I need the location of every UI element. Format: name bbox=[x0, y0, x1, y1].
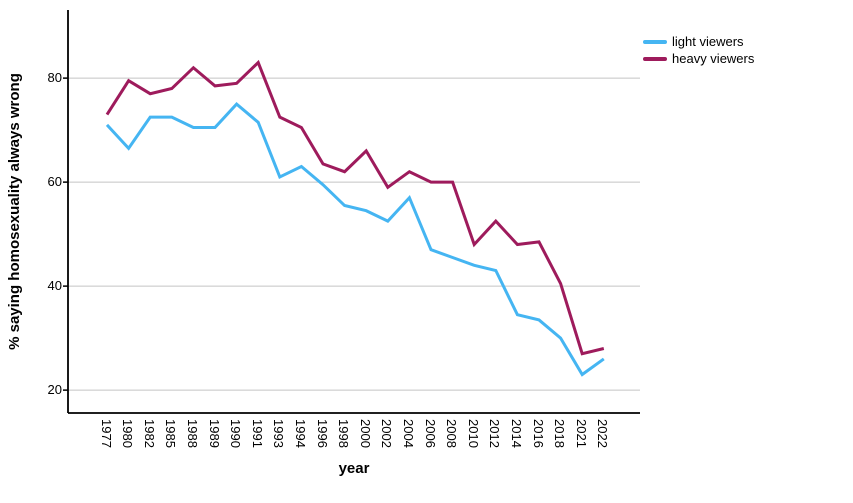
x-tick-label: 1993 bbox=[271, 419, 287, 448]
x-tick-label: 2006 bbox=[422, 419, 438, 448]
y-tick-label: 80 bbox=[47, 70, 62, 86]
x-tick-label: 1998 bbox=[336, 419, 352, 448]
x-tick-label: 2014 bbox=[508, 419, 524, 448]
x-tick-label: 1977 bbox=[98, 419, 114, 448]
legend-item-light-viewers: light viewers bbox=[643, 33, 754, 50]
series-line-light-viewers bbox=[105, 102, 605, 377]
legend-label-heavy-viewers: heavy viewers bbox=[672, 51, 755, 66]
x-tick-label: 2004 bbox=[400, 419, 416, 448]
x-tick-label: 1994 bbox=[292, 419, 308, 448]
plot-area bbox=[63, 10, 640, 414]
x-tick-label: 2016 bbox=[530, 419, 546, 448]
x-axis-title: year bbox=[338, 460, 370, 477]
series-line-heavy-viewers bbox=[105, 59, 605, 356]
legend-swatch-light-viewers bbox=[643, 39, 667, 44]
x-tick-label: 1996 bbox=[314, 419, 330, 448]
legend-item-heavy-viewers: heavy viewers bbox=[643, 50, 754, 67]
x-tick-label: 2000 bbox=[357, 419, 373, 448]
legend-label-light-viewers: light viewers bbox=[672, 34, 744, 49]
y-tick-label: 40 bbox=[47, 278, 62, 294]
x-tick-label: 2010 bbox=[465, 419, 481, 448]
x-tick-label: 2002 bbox=[379, 419, 395, 448]
x-tick-label: 2012 bbox=[487, 419, 503, 448]
y-tick-label: 60 bbox=[47, 174, 62, 190]
x-tick-label: 1991 bbox=[249, 419, 265, 448]
x-tick-label: 1980 bbox=[120, 419, 136, 448]
x-tick-label: 1985 bbox=[163, 419, 179, 448]
x-tick-label: 1989 bbox=[206, 419, 222, 448]
x-tick-label: 2008 bbox=[444, 419, 460, 448]
x-tick-label: 1988 bbox=[184, 419, 200, 448]
x-tick-label: 1990 bbox=[228, 419, 244, 448]
x-tick-label: 2022 bbox=[595, 419, 611, 448]
legend-swatch-heavy-viewers bbox=[643, 56, 667, 61]
y-tick-label: 20 bbox=[47, 382, 62, 398]
x-tick-label: 2021 bbox=[573, 419, 589, 448]
x-tick-label: 1982 bbox=[141, 419, 157, 448]
x-tick-label: 2018 bbox=[552, 419, 568, 448]
legend: light viewers heavy viewers bbox=[643, 33, 754, 67]
